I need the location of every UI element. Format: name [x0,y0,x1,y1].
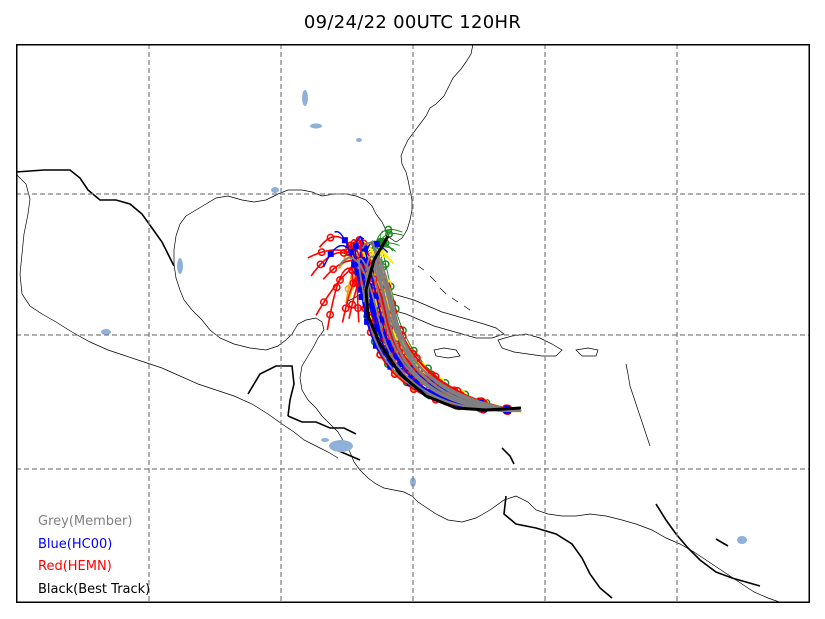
us-mexico-border [16,169,175,267]
lake-managua [321,438,329,442]
member-track [365,255,522,412]
hc00-track-marker [351,261,358,268]
hemn-track-marker [336,275,344,284]
hemn-track-marker [326,233,335,242]
hc00-track-marker [359,273,366,280]
hc00-track-marker [432,384,439,391]
ensemble-track-green [379,230,522,412]
hemn-track-marker [316,260,325,269]
lake-maracaibo [410,477,416,487]
legend-entry-hc00: Blue(HC00) [38,536,113,552]
hc00-track-marker [371,308,378,315]
hemn-track-marker [317,248,326,257]
hc00-track-marker [348,249,355,256]
hc00-track-marker [413,378,420,385]
jamaica [433,347,461,359]
member-track [372,255,522,412]
hemn-track-marker [326,310,335,319]
hc00-track-marker [386,358,393,365]
caribbean-border-fragments [501,447,729,547]
coastline-layer [16,44,783,603]
hc00-track-marker [378,316,385,323]
hc00-track-marker [327,250,334,257]
lake-okeechobee [302,90,308,106]
chart-title: 09/24/22 00UTC 120HR [303,12,522,33]
hc00-track-marker [354,268,361,275]
hc00-track-marker [372,342,379,349]
hemn-track-marker [329,265,338,274]
ensemble-track-green-marker [385,230,394,239]
hemn-track-marker [348,300,357,309]
hc00-track-marker [361,245,368,252]
hc00-track-marker [397,361,404,368]
lesser-antilles [625,363,651,447]
hemn-track-marker [354,304,362,313]
ensemble-track-green-marker [384,225,393,234]
central-america-border [287,415,361,461]
hc00-track-marker [352,243,359,250]
lake-nicaragua [329,440,353,452]
lake-small-1 [356,138,362,142]
hemn-track-marker [319,298,328,307]
hc00-track-marker [373,240,380,247]
hc00-track-marker [363,258,370,265]
hc00-track-marker [341,237,348,244]
map-canvas [16,44,810,603]
lake-pontchartrain [310,123,322,129]
hemn-track-marker [339,248,348,257]
lake-small-3 [101,329,111,335]
member-track [371,240,522,412]
member-track [367,269,522,412]
mexico-west-coast [16,173,339,459]
venezuela-border [503,495,761,599]
ensemble-track-green [378,237,522,412]
legend-entry-hemn: Red(HEMN) [38,559,112,574]
legend-entry-member: Grey(Member) [38,514,133,529]
hc00-track-marker [369,303,376,310]
lake-guri [737,536,747,544]
hc00-track-marker [433,392,440,399]
lakes-layer [101,90,747,544]
hc00-track-marker [358,293,365,300]
lake-chapala [177,258,183,274]
us-east-coast [173,44,474,507]
mexico-guatemala-border [247,365,295,417]
ensemble-track-yellow-marker [379,249,388,258]
border-layer [16,169,761,599]
bahamas [417,265,471,311]
lake-small-2 [271,187,279,193]
hispaniola [497,333,563,357]
legend-entry-best-track: Black(Best Track) [38,581,151,597]
legend: Grey(Member) Blue(HC00) Red(HEMN) Black(… [38,511,150,601]
grid-layer [16,44,810,603]
map-area [16,44,810,603]
south-america-coast [423,495,783,603]
map-border [16,44,810,603]
best-track [364,235,522,412]
member-track [338,256,522,412]
hc00-track-marker [374,323,381,330]
hc00-track-marker [385,339,392,346]
hc00-track-marker [373,292,380,299]
hemn-track-marker [349,279,358,288]
hc00-track-marker [364,318,371,325]
hemn-track-marker [341,304,350,313]
track-layer [307,225,522,416]
hc00-track-marker [456,400,463,407]
puerto-rico [575,347,599,357]
hc00-track-marker [358,286,365,293]
member-track [361,242,522,412]
